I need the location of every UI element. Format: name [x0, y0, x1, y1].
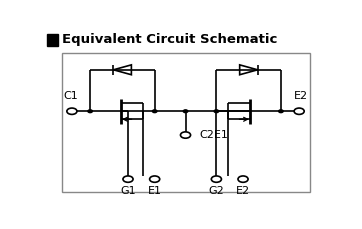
Circle shape: [294, 108, 304, 114]
Circle shape: [67, 108, 77, 114]
Circle shape: [181, 132, 190, 138]
Circle shape: [211, 176, 222, 182]
Text: E2: E2: [236, 186, 250, 196]
Text: G2: G2: [209, 186, 224, 196]
Text: Equivalent Circuit Schematic: Equivalent Circuit Schematic: [62, 33, 277, 46]
Text: E2: E2: [294, 91, 308, 101]
Text: G1: G1: [120, 186, 136, 196]
FancyBboxPatch shape: [62, 53, 310, 192]
Circle shape: [150, 176, 160, 182]
Circle shape: [183, 110, 188, 113]
Circle shape: [279, 110, 283, 113]
Circle shape: [123, 176, 133, 182]
Text: C1: C1: [63, 91, 78, 101]
Text: E1: E1: [148, 186, 162, 196]
Circle shape: [152, 110, 157, 113]
Bar: [47, 34, 58, 46]
Text: C2E1: C2E1: [199, 130, 228, 140]
Circle shape: [88, 110, 92, 113]
Circle shape: [214, 110, 219, 113]
Circle shape: [238, 176, 248, 182]
